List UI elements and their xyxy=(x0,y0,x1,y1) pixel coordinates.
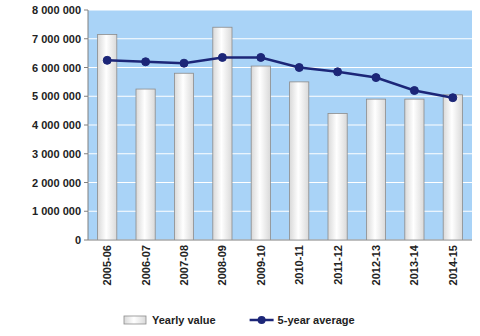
line-marker xyxy=(142,58,150,66)
y-tick-label: 4 000 000 xyxy=(32,119,81,131)
plot-background xyxy=(88,10,472,240)
y-tick xyxy=(84,10,88,11)
y-tick-label: 5 000 000 xyxy=(32,90,81,102)
x-tick-label: 2006-07 xyxy=(140,245,152,285)
x-tick-label: 2013-14 xyxy=(408,244,420,285)
legend-swatch xyxy=(124,316,146,324)
chart-svg: 0 1 000 000 2 000 000 3 000 000 4 000 000 5 0… xyxy=(0,0,480,336)
chart-container: 0 1 000 000 2 000 000 3 000 000 4 000 000 5 0… xyxy=(0,0,480,336)
line-marker xyxy=(295,64,303,72)
legend: Yearly value 5-year average xyxy=(124,314,355,326)
legend-label: 5-year average xyxy=(278,314,355,326)
grid-line xyxy=(88,67,472,68)
x-tick-label: 2014-15 xyxy=(447,245,459,285)
grid-line xyxy=(88,38,472,39)
x-tick-label: 2010-11 xyxy=(293,245,305,285)
line xyxy=(107,57,453,97)
y-tick xyxy=(84,182,88,183)
x-tick-label: 2011-12 xyxy=(332,245,344,285)
y-tick xyxy=(84,96,88,97)
y-axis xyxy=(88,10,89,240)
x-tick-label: 2012-13 xyxy=(370,245,382,285)
y-tick xyxy=(84,211,88,212)
y-tick xyxy=(84,240,88,241)
bar xyxy=(328,114,347,241)
y-tick-label: 3 000 000 xyxy=(32,148,81,160)
bar xyxy=(290,82,309,240)
bar xyxy=(98,34,117,240)
bar xyxy=(251,66,270,240)
line-marker xyxy=(180,59,188,67)
line-marker xyxy=(103,56,111,64)
line-marker xyxy=(218,53,226,61)
y-tick-label: 7 000 000 xyxy=(32,33,81,45)
line-marker xyxy=(372,74,380,82)
y-tick xyxy=(84,38,88,39)
data-group xyxy=(98,27,463,240)
line-marker xyxy=(334,68,342,76)
x-tick-label: 2008-09 xyxy=(216,245,228,285)
legend-marker xyxy=(258,316,266,324)
line-marker xyxy=(410,87,418,95)
y-tick-label: 1 000 000 xyxy=(32,205,81,217)
y-tick-label: 0 xyxy=(75,234,81,246)
line-marker xyxy=(449,94,457,102)
y-tick xyxy=(84,67,88,68)
x-tick-label: 2005-06 xyxy=(101,245,113,285)
y-tick xyxy=(84,125,88,126)
y-tick-label: 2 000 000 xyxy=(32,177,81,189)
bar xyxy=(443,95,462,240)
y-tick-label: 8 000 000 xyxy=(32,4,81,16)
bar xyxy=(136,89,155,240)
grid-line xyxy=(88,10,472,11)
bar xyxy=(366,99,385,240)
y-tick xyxy=(84,153,88,154)
line-marker xyxy=(257,53,265,61)
y-tick-label: 6 000 000 xyxy=(32,62,81,74)
bar xyxy=(174,73,193,240)
x-tick-label: 2007-08 xyxy=(178,245,190,285)
legend-label: Yearly value xyxy=(152,314,216,326)
bar xyxy=(405,99,424,240)
x-tick-label: 2009-10 xyxy=(255,245,267,285)
